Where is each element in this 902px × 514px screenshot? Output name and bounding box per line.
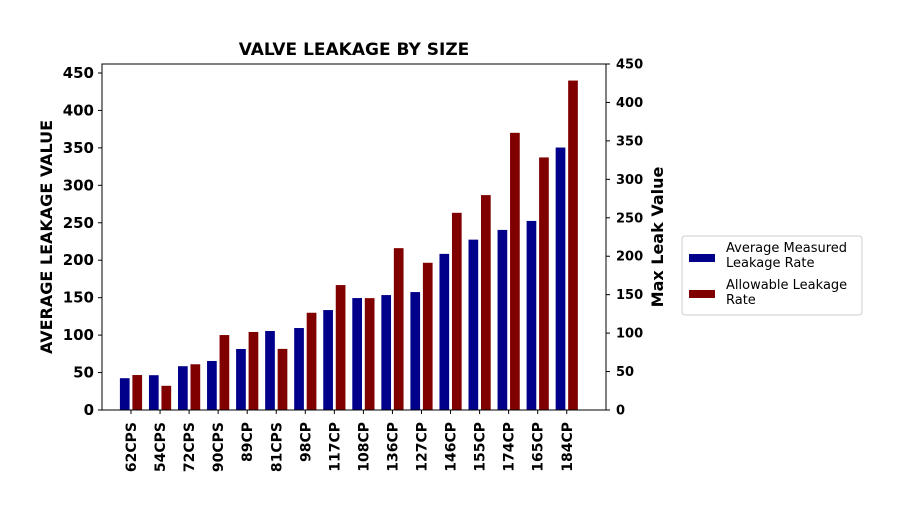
x-tick-label: 90CPS <box>211 422 227 472</box>
bar-average-155CP <box>467 238 480 411</box>
legend: Average Measured Leakage Rate Allowable Le… <box>681 235 863 316</box>
x-tick-label: 146CP <box>444 422 460 472</box>
right-tick-label: 100 <box>616 327 643 342</box>
y-axis-label-left: AVERAGE LEAKAGE VALUE <box>37 120 56 354</box>
legend-label-average: Average Measured Leakage Rate <box>726 241 847 271</box>
y-axis-label-right: Max Leak Value <box>648 167 667 308</box>
right-tick-label: 0 <box>616 404 625 419</box>
bar-average-98CP <box>293 327 305 411</box>
bar-allowable-174CP <box>509 132 521 411</box>
x-axis-ticks: 62CPS 54CPS 72CPS 90CPS 89CP 81CPS 98CP 117CP 10… <box>124 410 576 472</box>
bar-average-174CP <box>496 229 509 411</box>
x-tick-label: 108CP <box>356 422 372 472</box>
right-tick-label: 50 <box>616 365 634 380</box>
bar-average-165CP <box>525 220 538 411</box>
x-tick-label: 89CP <box>240 422 256 462</box>
bar-average-54CPS <box>148 374 160 411</box>
x-tick-label: 184CP <box>560 422 576 472</box>
bars-group <box>119 79 579 411</box>
x-tick-label: 117CP <box>327 422 343 472</box>
legend-box <box>681 235 863 316</box>
right-tick-label: 250 <box>616 211 643 226</box>
bar-allowable-127CP <box>422 261 434 411</box>
bar-allowable-98CP <box>305 311 318 411</box>
bar-allowable-62CPS <box>131 374 143 411</box>
bar-average-117CP <box>322 309 334 411</box>
x-tick-label: 62CPS <box>124 422 140 472</box>
left-tick-label: 200 <box>63 251 94 269</box>
left-tick-label: 400 <box>63 101 94 119</box>
x-tick-label: 54CPS <box>153 422 169 472</box>
bar-average-72CPS <box>177 365 189 411</box>
bar-allowable-146CP <box>451 211 463 411</box>
right-tick-label: 200 <box>616 250 643 265</box>
bar-allowable-165CP <box>538 156 550 411</box>
right-tick-label: 400 <box>616 96 643 111</box>
bar-allowable-108CP <box>363 297 376 411</box>
bar-average-81CPS <box>264 330 276 411</box>
bar-allowable-81CPS <box>276 348 289 411</box>
bar-allowable-155CP <box>480 194 492 411</box>
chart-title: VALVE LEAKAGE BY SIZE <box>239 40 470 60</box>
left-tick-label: 150 <box>63 289 94 307</box>
bar-average-62CPS <box>119 377 131 411</box>
left-tick-label: 100 <box>63 326 94 344</box>
x-tick-label: 136CP <box>385 422 401 472</box>
left-tick-label: 250 <box>63 214 94 232</box>
left-tick-label: 50 <box>73 364 94 382</box>
x-tick-label: 165CP <box>531 422 547 472</box>
bar-allowable-89CP <box>247 331 260 411</box>
left-tick-label: 0 <box>84 401 94 419</box>
bar-average-136CP <box>380 294 392 411</box>
left-tick-label: 350 <box>63 139 94 157</box>
plot-frame <box>101 63 607 411</box>
x-tick-label: 72CPS <box>182 422 198 472</box>
legend-swatch-average <box>689 254 715 262</box>
bar-average-146CP <box>438 253 450 411</box>
left-axis-ticks: 0 50 100 150 200 250 300 350 400 450 <box>63 64 102 419</box>
bar-allowable-72CPS <box>189 363 202 411</box>
bar-allowable-184CP <box>567 79 579 411</box>
x-tick-label: 174CP <box>502 422 518 472</box>
bar-allowable-54CPS <box>160 384 172 411</box>
right-tick-label: 450 <box>616 58 643 73</box>
right-tick-label: 150 <box>616 288 643 303</box>
bar-allowable-90CPS <box>218 334 231 411</box>
left-tick-label: 300 <box>63 176 94 194</box>
bar-average-127CP <box>409 291 421 411</box>
legend-swatch-allowable <box>689 290 715 298</box>
x-tick-label: 81CPS <box>269 422 285 472</box>
right-tick-label: 350 <box>616 134 643 149</box>
bar-average-90CPS <box>206 360 218 411</box>
x-tick-label: 98CP <box>298 422 314 462</box>
legend-label-allowable: Allowable Leakage Rate <box>726 278 847 308</box>
x-tick-label: 127CP <box>415 422 431 472</box>
right-axis-ticks: 0 50 100 150 200 250 300 350 400 450 <box>606 58 643 419</box>
bar-average-89CP <box>235 348 247 411</box>
bar-allowable-136CP <box>393 247 405 411</box>
bar-average-184CP <box>554 146 567 411</box>
right-tick-label: 300 <box>616 173 643 188</box>
bar-average-108CP <box>351 297 363 411</box>
left-tick-label: 450 <box>63 64 94 82</box>
x-tick-label: 155CP <box>473 422 489 472</box>
bar-allowable-117CP <box>334 284 347 411</box>
